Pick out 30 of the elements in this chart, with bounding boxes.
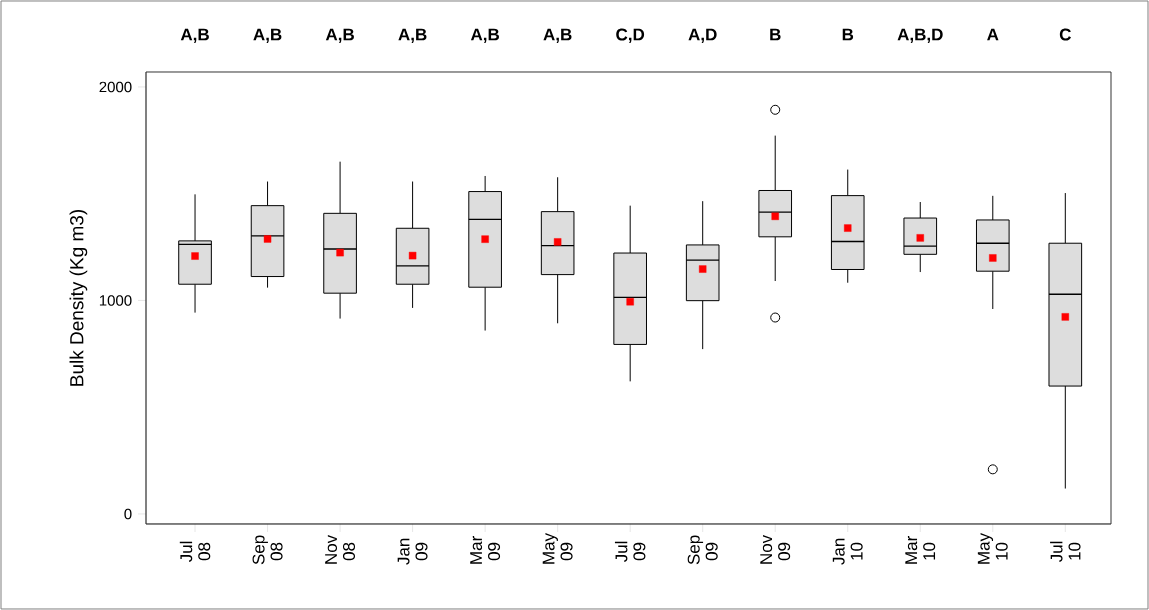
x-tick-label: May 10 xyxy=(977,532,1008,564)
text: A,B xyxy=(470,28,499,43)
x-tick-label: Nov 09 xyxy=(760,534,791,564)
text: A,B xyxy=(325,28,354,43)
x-tick-label: Mar 10 xyxy=(905,536,936,564)
x-tick-label: Mar 09 xyxy=(470,536,501,564)
text: A,D xyxy=(688,28,717,43)
text: A,B xyxy=(398,28,427,43)
y-tick-label: 0 xyxy=(124,508,132,520)
text: B xyxy=(770,28,781,41)
y-tick-label: 2000 xyxy=(99,81,132,93)
x-tick-label: Jan 09 xyxy=(397,538,428,565)
y-tick-label: 1000 xyxy=(99,295,132,306)
text: A,B xyxy=(180,28,209,43)
text: C,D xyxy=(616,28,645,43)
y-axis-title: Bulk Density (Kg m3) xyxy=(69,209,88,386)
text: A,B xyxy=(543,28,572,43)
x-tick-label: Jul 10 xyxy=(1050,541,1081,563)
text: C xyxy=(1059,28,1071,41)
text: A,B xyxy=(253,28,282,43)
x-tick-label: Sep 09 xyxy=(687,535,718,565)
x-tick-label: Nov 08 xyxy=(325,534,356,564)
x-tick-label: Jul 09 xyxy=(614,541,646,563)
x-tick-label: May 09 xyxy=(542,532,573,564)
text: A,B,D xyxy=(897,28,943,43)
text: B xyxy=(842,28,854,41)
x-tick-label: Sep 08 xyxy=(252,535,283,565)
x-tick-label: Jan 10 xyxy=(832,538,863,565)
text: A xyxy=(987,28,999,41)
x-tick-label: Jul 08 xyxy=(179,541,211,563)
